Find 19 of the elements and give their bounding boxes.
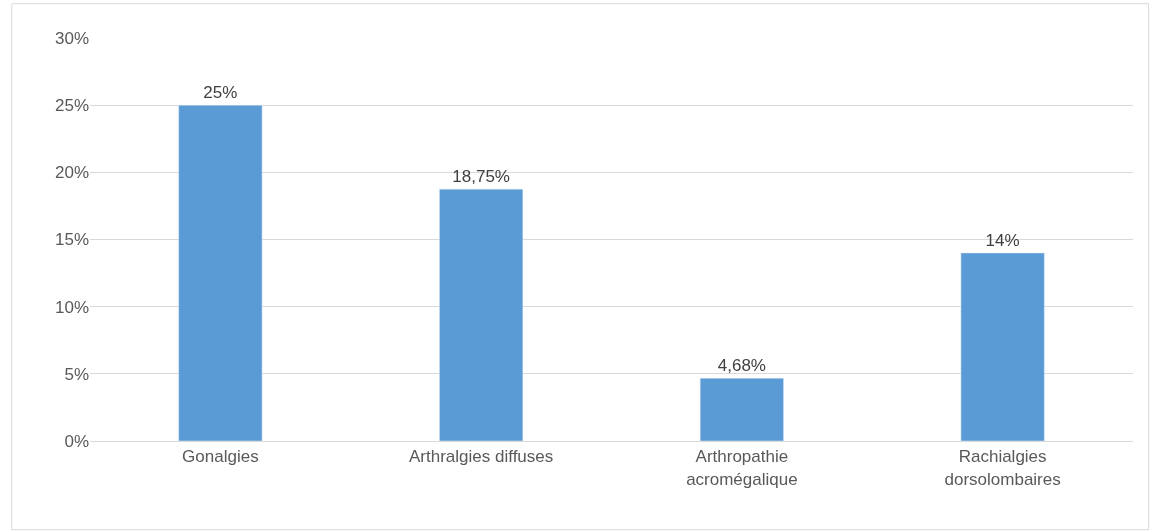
- bar: [439, 188, 524, 441]
- data-label: 14%: [985, 230, 1020, 250]
- y-tick-label: 20%: [54, 163, 89, 183]
- x-tick-label: Arthropathie acromégalique: [686, 447, 798, 489]
- bar: [178, 104, 263, 441]
- bar: [960, 252, 1045, 441]
- data-label: 25%: [203, 83, 238, 103]
- y-tick-label: 25%: [54, 96, 89, 116]
- x-tick-label: Gonalgies: [182, 447, 259, 467]
- y-tick-label: 0%: [64, 431, 89, 451]
- data-label: 18,75%: [452, 167, 510, 187]
- y-tick-label: 5%: [64, 364, 89, 384]
- x-tick-label: Rachialgies dorsolombaires: [944, 447, 1061, 489]
- y-tick-label: 10%: [54, 297, 89, 317]
- y-tick-label: 30%: [54, 28, 89, 48]
- bar: [699, 377, 784, 441]
- data-label: 4,68%: [717, 356, 766, 376]
- y-tick-label: 15%: [54, 230, 89, 250]
- x-tick-label: Arthralgies diffuses: [409, 447, 554, 467]
